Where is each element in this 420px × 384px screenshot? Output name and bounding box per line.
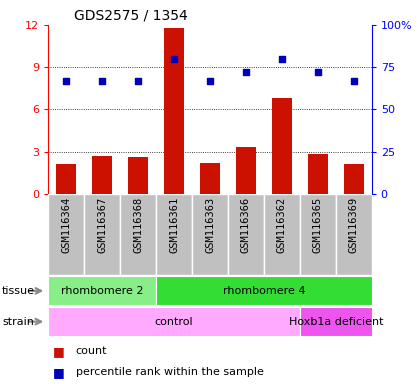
Bar: [164, 28, 184, 194]
Bar: [336, 194, 372, 275]
Bar: [236, 147, 256, 194]
Point: [63, 78, 70, 84]
Point: [171, 56, 177, 62]
Bar: [128, 157, 148, 194]
Bar: [264, 194, 300, 275]
Text: GSM116364: GSM116364: [61, 196, 71, 253]
Text: ■: ■: [52, 366, 64, 379]
Point: [278, 56, 285, 62]
Text: GSM116366: GSM116366: [241, 196, 251, 253]
Bar: [308, 154, 328, 194]
Bar: [344, 164, 364, 194]
Text: rhombomere 4: rhombomere 4: [223, 286, 305, 296]
Bar: [156, 194, 192, 275]
Text: tissue: tissue: [2, 286, 35, 296]
Text: GSM116367: GSM116367: [97, 196, 107, 253]
Text: Hoxb1a deficient: Hoxb1a deficient: [289, 316, 383, 327]
Point: [99, 78, 105, 84]
Text: ■: ■: [52, 345, 64, 358]
Bar: [228, 194, 264, 275]
Bar: [120, 194, 156, 275]
Bar: [156, 276, 372, 305]
Text: GSM116361: GSM116361: [169, 196, 179, 253]
Text: GSM116368: GSM116368: [133, 196, 143, 253]
Text: count: count: [76, 346, 107, 356]
Bar: [84, 194, 120, 275]
Point: [135, 78, 142, 84]
Text: GSM116362: GSM116362: [277, 196, 287, 253]
Bar: [56, 164, 76, 194]
Point: [350, 78, 357, 84]
Bar: [192, 194, 228, 275]
Bar: [48, 276, 156, 305]
Text: GDS2575 / 1354: GDS2575 / 1354: [74, 8, 188, 22]
Text: GSM116363: GSM116363: [205, 196, 215, 253]
Text: percentile rank within the sample: percentile rank within the sample: [76, 367, 263, 377]
Bar: [48, 307, 300, 336]
Text: control: control: [155, 316, 193, 327]
Point: [315, 69, 321, 75]
Bar: [300, 307, 372, 336]
Point: [207, 78, 213, 84]
Point: [243, 69, 249, 75]
Bar: [92, 156, 112, 194]
Bar: [200, 163, 220, 194]
Bar: [272, 98, 292, 194]
Bar: [300, 194, 336, 275]
Text: rhombomere 2: rhombomere 2: [61, 286, 144, 296]
Text: GSM116369: GSM116369: [349, 196, 359, 253]
Text: GSM116365: GSM116365: [313, 196, 323, 253]
Bar: [48, 194, 84, 275]
Text: strain: strain: [2, 316, 34, 327]
